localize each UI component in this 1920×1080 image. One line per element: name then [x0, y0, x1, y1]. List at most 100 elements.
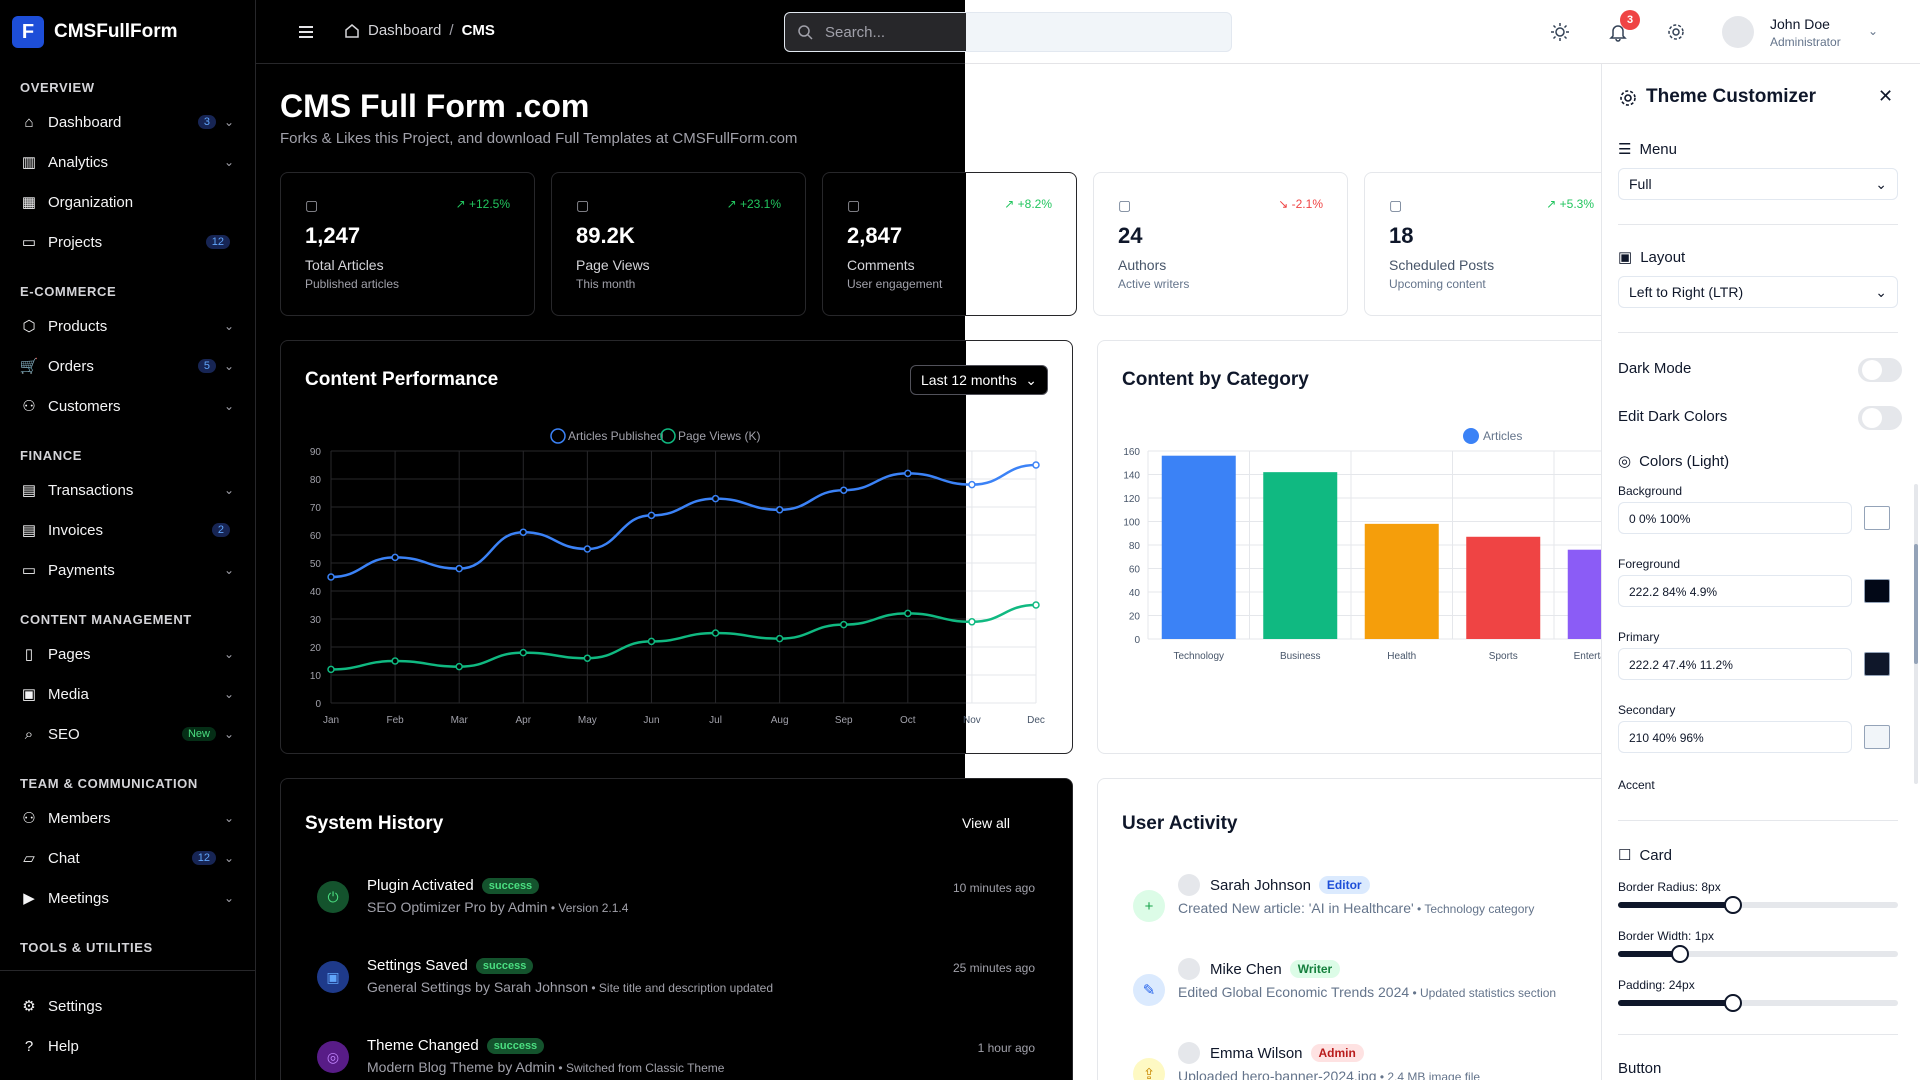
sidebar-item-seo[interactable]: ⌕ SEO New ⌄	[20, 720, 236, 748]
sidebar-item-label: Help	[48, 1037, 79, 1055]
role-badge: Admin	[1310, 1044, 1364, 1062]
sidebar-item-members[interactable]: ⚇ Members ⌄	[20, 804, 236, 832]
chevron-down-icon[interactable]: ⌄	[223, 319, 235, 333]
notifications-button[interactable]: 3	[1608, 10, 1640, 47]
slider[interactable]	[1618, 994, 1898, 1012]
y-tick-label: 60	[310, 531, 322, 542]
color-label: Primary	[1618, 630, 1660, 644]
user-menu[interactable]: John Doe Administrator	[1770, 16, 1841, 49]
chevron-down-icon[interactable]: ⌄	[223, 891, 235, 905]
sidebar-item-label: Chat	[48, 849, 80, 867]
chevron-down-icon[interactable]: ⌄	[223, 727, 235, 741]
chevron-down-icon[interactable]: ⌄	[223, 687, 235, 701]
sidebar-item-help[interactable]: ? Help	[20, 1032, 236, 1060]
chevron-down-icon[interactable]: ⌄	[223, 851, 235, 865]
chevron-down-icon[interactable]: ⌄	[1868, 24, 1879, 38]
sidebar-item-chat[interactable]: ▱ Chat 12 ⌄	[20, 844, 236, 872]
menu-select[interactable]: Full ⌄	[1618, 168, 1898, 200]
color-input[interactable]: 222.2 84% 4.9%	[1618, 575, 1852, 607]
slider-handle[interactable]	[1670, 945, 1689, 963]
edit-dark-colors-toggle[interactable]	[1858, 406, 1902, 430]
close-icon[interactable]: ✕	[1878, 86, 1894, 106]
sidebar-item-payments[interactable]: ▭ Payments ⌄	[20, 556, 236, 584]
line-chart: 0 10 20 30 40 50 60 70 80 90 Jan Feb Mar Apr May Jun Jul…	[310, 428, 1045, 726]
activity-item[interactable]: ✎ Mike Chen Writer Edited Global Economic T…	[1133, 958, 1603, 1028]
sidebar-item-transactions[interactable]: ▤ Transactions ⌄	[20, 476, 236, 504]
color-swatch[interactable]	[1864, 652, 1890, 676]
slider-handle[interactable]	[1723, 994, 1742, 1012]
chevron-down-icon[interactable]: ⌄	[223, 115, 235, 129]
sidebar-item-settings[interactable]: ⚙ Settings	[20, 992, 236, 1020]
y-tick-label: 50	[310, 559, 322, 570]
stat-change: ↗ +5.3%	[1546, 197, 1594, 211]
sidebar-item-invoices[interactable]: ▤ Invoices 2	[20, 516, 236, 544]
theme-toggle-button[interactable]	[1550, 22, 1570, 47]
view-all-link[interactable]: View all	[962, 815, 1010, 831]
section-finance: FINANCE	[20, 448, 82, 463]
dark-mode-toggle[interactable]	[1858, 358, 1902, 382]
sidebar-item-organization[interactable]: ▦ Organization	[20, 188, 236, 216]
sidebar-item-orders[interactable]: 🛒 Orders 5 ⌄	[20, 352, 236, 380]
settings-button[interactable]	[1666, 22, 1686, 47]
color-label: Foreground	[1618, 557, 1681, 571]
sidebar-item-projects[interactable]: ▭ Projects 12	[20, 228, 236, 256]
sidebar-item-label: Pages	[48, 645, 91, 663]
legend-swatch	[1463, 428, 1479, 444]
color-swatch[interactable]	[1864, 725, 1890, 749]
header: Dashboard / CMS Search... 3 John Doe Adm…	[256, 0, 1920, 64]
chevron-down-icon[interactable]: ⌄	[223, 483, 235, 497]
edit-dark-colors-label: Edit Dark Colors	[1618, 408, 1728, 425]
nav-badge: New	[181, 727, 216, 741]
slider[interactable]	[1618, 945, 1898, 963]
search-input[interactable]: Search...	[784, 12, 1232, 52]
menu-toggle-button[interactable]	[296, 22, 316, 47]
stat-value: 1,247	[305, 223, 361, 248]
color-swatch[interactable]	[1864, 579, 1890, 603]
app-logo[interactable]: F CMSFullForm	[12, 16, 178, 48]
chevron-down-icon[interactable]: ⌄	[223, 811, 235, 825]
slider-handle[interactable]	[1723, 896, 1742, 914]
content-performance-card: Content Performance Last 12 months ⌄ 0 10 2…	[280, 340, 1073, 754]
sidebar-item-media[interactable]: ▣ Media ⌄	[20, 680, 236, 708]
sidebar-item-meetings[interactable]: ▶ Meetings ⌄	[20, 884, 236, 912]
color-input[interactable]: 222.2 47.4% 11.2%	[1618, 648, 1852, 680]
breadcrumb-dashboard[interactable]: Dashboard	[368, 22, 442, 39]
slider[interactable]	[1618, 896, 1898, 914]
chevron-down-icon[interactable]: ⌄	[223, 359, 235, 373]
activity-item[interactable]: + Sarah Johnson Editor Created New article:…	[1133, 874, 1603, 944]
chevron-down-icon[interactable]: ⌄	[223, 155, 235, 169]
x-tick-label: Health	[1387, 651, 1416, 662]
data-point	[839, 486, 848, 494]
data-point	[839, 620, 848, 629]
history-item[interactable]: ▣ Settings Saved success General Settings b…	[305, 957, 1035, 1017]
color-input[interactable]: 210 40% 96%	[1618, 721, 1852, 753]
color-swatch[interactable]	[1864, 506, 1890, 530]
data-point	[519, 648, 528, 657]
activity-item[interactable]: ⇪ Emma Wilson Admin Uploaded hero-banner-20…	[1133, 1042, 1603, 1080]
sidebar-item-customers[interactable]: ⚇ Customers ⌄	[20, 392, 236, 420]
period-select[interactable]: Last 12 months ⌄	[910, 365, 1048, 395]
chevron-down-icon[interactable]: ⌄	[223, 647, 235, 661]
layout-select[interactable]: Left to Right (LTR) ⌄	[1618, 276, 1898, 308]
sidebar-item-label: Customers	[48, 397, 121, 415]
scrollbar[interactable]	[1914, 484, 1918, 784]
sidebar-item-analytics[interactable]: ▥ Analytics ⌄	[20, 148, 236, 176]
history-time: 10 minutes ago	[952, 881, 1035, 895]
home-icon: ⌂	[24, 113, 34, 131]
sidebar-item-dashboard[interactable]: ⌂ Dashboard 3 ⌄	[20, 108, 236, 136]
x-tick-label: Business	[1280, 651, 1321, 662]
data-point	[711, 494, 720, 503]
role-badge: Editor	[1318, 876, 1370, 894]
color-input[interactable]: 0 0% 100%	[1618, 502, 1852, 534]
avatar[interactable]	[1722, 16, 1754, 48]
sidebar-item-pages[interactable]: ▯ Pages ⌄	[20, 640, 236, 668]
sidebar-item-products[interactable]: ⬡ Products ⌄	[20, 312, 236, 340]
stat-card-scheduled-posts: ▢ ↗ +5.3% 18 Scheduled Posts Upcoming conten…	[1364, 172, 1619, 316]
x-tick-label: Oct	[900, 715, 916, 726]
data-point	[327, 573, 335, 581]
history-item[interactable]: ◎ Theme Changed success Modern Blog Theme b…	[305, 1037, 1035, 1080]
chevron-down-icon[interactable]: ⌄	[223, 399, 235, 413]
chevron-down-icon[interactable]: ⌄	[223, 563, 235, 577]
history-item[interactable]: ⏻ Plugin Activated success SEO Optimizer Pr…	[305, 877, 1035, 937]
palette-icon: ◎	[317, 1041, 349, 1073]
